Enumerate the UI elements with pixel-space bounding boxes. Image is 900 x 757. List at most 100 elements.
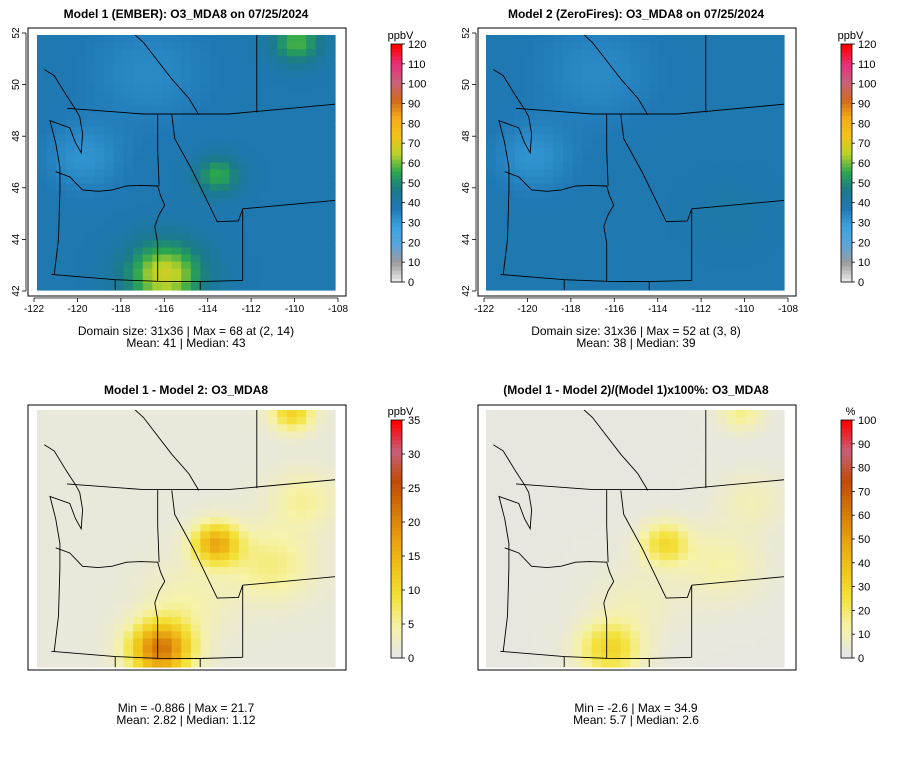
heatmap-cell <box>248 112 259 121</box>
heatmap-cell <box>659 467 670 475</box>
heatmap-cell <box>142 524 153 532</box>
heatmap-cell <box>572 488 583 497</box>
heatmap-cell <box>659 49 670 57</box>
heatmap-cell <box>774 481 785 490</box>
heatmap-cell <box>543 602 554 611</box>
heatmap-cell <box>774 226 785 234</box>
heatmap-cell <box>142 148 153 157</box>
heatmap-cell <box>678 659 689 668</box>
heatmap-cell <box>104 567 115 575</box>
heatmap-cell <box>639 155 651 164</box>
heatmap-cell <box>630 197 641 206</box>
heatmap-cell <box>514 495 526 504</box>
heatmap-cell <box>171 567 182 575</box>
heatmap-cell <box>94 84 105 93</box>
heatmap-cell <box>104 410 115 418</box>
heatmap-cell <box>553 120 564 128</box>
heatmap-cell <box>524 212 535 220</box>
colorbar-tick-label: 70 <box>408 138 420 150</box>
heatmap-cell <box>572 219 583 227</box>
heatmap-cell <box>659 212 670 220</box>
heatmap-cell <box>56 84 67 93</box>
heatmap-cell <box>210 517 221 525</box>
heatmap-cell <box>85 42 96 50</box>
stats-text: Mean: 38 | Median: 39 <box>576 336 696 350</box>
heatmap-cell <box>562 56 574 64</box>
heatmap-cell <box>630 205 641 213</box>
heatmap-cell <box>687 261 699 270</box>
heatmap-cell <box>152 197 163 206</box>
heatmap-cell <box>258 63 269 72</box>
heatmap-cell <box>171 77 182 86</box>
heatmap-cell <box>85 91 96 100</box>
heatmap-cell <box>296 581 307 590</box>
heatmap-cell <box>755 84 766 93</box>
heatmap-cell <box>610 495 622 504</box>
heatmap-cell <box>716 205 727 213</box>
colorbar-swatch <box>391 451 402 457</box>
heatmap-cell <box>286 652 298 661</box>
heatmap-cell <box>764 141 775 149</box>
heatmap-cell <box>248 35 259 43</box>
heatmap-cell <box>668 631 679 640</box>
heatmap-cell <box>697 112 708 121</box>
heatmap-cell <box>123 459 134 468</box>
heatmap-cell <box>296 545 307 554</box>
colorbar-swatch <box>391 194 402 200</box>
heatmap-cell <box>697 624 708 632</box>
heatmap-cell <box>248 467 259 475</box>
colorbar-swatch <box>391 443 402 449</box>
heatmap-cell <box>687 226 699 234</box>
colorbar-tick-label: 40 <box>858 558 870 570</box>
heatmap-cell <box>200 438 211 447</box>
heatmap-cell <box>190 212 202 220</box>
heatmap-cell <box>200 509 211 518</box>
heatmap-cell <box>562 91 574 100</box>
heatmap-cell <box>315 282 326 291</box>
heatmap-cell <box>286 148 298 157</box>
heatmap-cell <box>764 431 775 440</box>
heatmap-cell <box>277 247 288 256</box>
boundary-line <box>134 35 200 116</box>
heatmap-cell <box>94 631 105 640</box>
heatmap-cell <box>161 631 173 640</box>
heatmap-cell <box>142 531 153 540</box>
heatmap-cell <box>267 70 278 79</box>
heatmap-cell <box>296 77 307 86</box>
heatmap-cell <box>505 56 516 64</box>
heatmap-cell <box>726 524 737 532</box>
heatmap-cell <box>764 98 775 107</box>
heatmap-cell <box>229 35 240 43</box>
heatmap-cell <box>258 120 269 128</box>
heatmap-cell <box>543 531 554 540</box>
heatmap-cell <box>630 42 641 50</box>
heatmap-cell <box>104 638 115 647</box>
heatmap-cell <box>610 120 622 128</box>
heatmap-cell <box>142 112 153 121</box>
heatmap-cell <box>229 261 240 270</box>
heatmap-cell <box>171 91 182 100</box>
heatmap-cell <box>171 474 182 482</box>
heatmap-cell <box>495 545 506 554</box>
heatmap-cell <box>238 240 250 249</box>
heatmap-cell <box>639 645 651 654</box>
heatmap-cell <box>248 424 259 433</box>
heatmap-cell <box>601 459 612 468</box>
heatmap-cell <box>65 638 77 647</box>
heatmap-cell <box>610 538 622 547</box>
heatmap-cell <box>707 452 718 461</box>
heatmap-cell <box>697 268 708 277</box>
colorbar-tick-label: 10 <box>408 585 420 597</box>
heatmap-cell <box>495 452 506 461</box>
heatmap-cell <box>152 474 163 482</box>
heatmap-cell <box>133 574 144 582</box>
heatmap-cell <box>591 98 602 107</box>
heatmap-cell <box>726 410 737 418</box>
heatmap-cell <box>123 162 134 171</box>
heatmap-cell <box>486 652 497 661</box>
heatmap-cell <box>610 205 622 213</box>
heatmap-cell <box>152 595 163 604</box>
heatmap-cell <box>726 212 737 220</box>
heatmap-cell <box>553 588 564 597</box>
heatmap-cell <box>630 581 641 590</box>
